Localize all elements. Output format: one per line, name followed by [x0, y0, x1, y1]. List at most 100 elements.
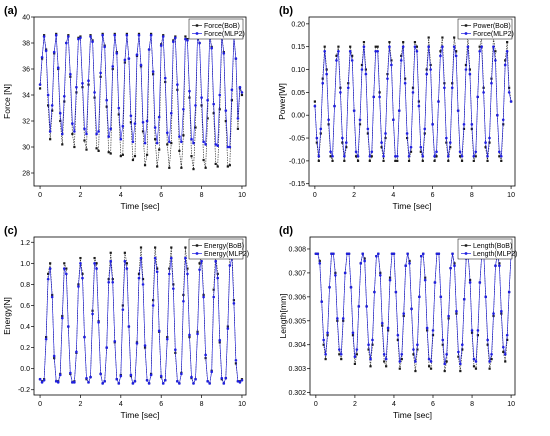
- data-point: [198, 41, 201, 45]
- legend-swatch-marker: [464, 32, 468, 35]
- data-point: [226, 327, 230, 330]
- x-tick-label: 4: [119, 401, 123, 408]
- data-point: [449, 146, 452, 149]
- data-point: [46, 277, 50, 281]
- data-point: [38, 87, 42, 90]
- y-tick-label: 0.304: [288, 342, 306, 349]
- data-point: [457, 355, 460, 358]
- data-point: [143, 164, 147, 167]
- data-point: [129, 114, 133, 118]
- data-point: [378, 274, 382, 277]
- data-point: [507, 91, 511, 94]
- data-point: [371, 338, 374, 342]
- data-point: [427, 365, 431, 368]
- y-tick-label: 0.6: [20, 303, 30, 310]
- data-point: [449, 266, 452, 270]
- y-axis-title: Energy[N]: [2, 297, 12, 335]
- data-point: [42, 34, 46, 37]
- legend: Power(BoB)Force(MLP2): [457, 18, 514, 40]
- data-point: [460, 343, 464, 347]
- series-mlp2: [313, 45, 513, 158]
- x-tick-label: 6: [159, 401, 163, 408]
- data-point: [178, 382, 181, 385]
- data-point: [115, 52, 119, 55]
- data-point: [437, 100, 440, 103]
- data-point: [190, 137, 193, 141]
- data-point: [133, 380, 137, 383]
- legend-label: Force(MLP2): [204, 31, 245, 38]
- x-tick-label: 0: [314, 401, 318, 408]
- data-point: [374, 45, 377, 48]
- data-point: [474, 360, 478, 363]
- data-point: [95, 262, 98, 265]
- data-point: [472, 155, 476, 158]
- data-point: [406, 252, 409, 256]
- data-point: [455, 50, 458, 53]
- data-point: [145, 153, 149, 156]
- data-point: [55, 32, 58, 35]
- data-point: [141, 130, 145, 133]
- data-point: [388, 45, 391, 48]
- data-point: [184, 37, 187, 41]
- series-line: [315, 253, 512, 364]
- data-point: [159, 374, 163, 378]
- data-point: [226, 165, 229, 168]
- data-point: [453, 36, 456, 39]
- data-point: [192, 382, 195, 385]
- data-point: [349, 45, 352, 48]
- data-point: [194, 377, 197, 381]
- legend-label: Energy(BoB): [204, 243, 244, 250]
- data-point: [222, 52, 226, 55]
- data-point: [468, 68, 471, 71]
- data-point: [445, 360, 448, 363]
- data-point: [216, 272, 219, 275]
- data-point: [127, 57, 131, 60]
- data-point: [362, 41, 366, 44]
- data-point: [398, 360, 402, 363]
- x-axis-title: Time [sec]: [393, 410, 432, 420]
- data-point: [204, 166, 207, 169]
- data-point: [443, 86, 446, 90]
- data-point: [214, 143, 218, 146]
- data-point: [79, 262, 82, 265]
- data-point: [202, 295, 205, 299]
- data-point: [42, 378, 46, 382]
- data-point: [49, 138, 52, 141]
- data-point: [85, 376, 88, 380]
- legend-box: [457, 238, 513, 260]
- data-point: [472, 365, 476, 368]
- data-point: [386, 326, 390, 330]
- data-point: [373, 290, 376, 294]
- data-point: [399, 59, 403, 62]
- series-line: [39, 35, 243, 148]
- data-point: [504, 59, 507, 62]
- data-point: [81, 82, 84, 85]
- data-point: [167, 140, 171, 144]
- legend-label: Length(MLP2): [473, 251, 517, 258]
- data-point: [89, 34, 92, 37]
- data-point: [459, 362, 462, 366]
- data-point: [113, 339, 117, 343]
- data-point: [458, 155, 462, 158]
- data-point: [332, 252, 335, 256]
- legend-swatch-marker: [464, 244, 468, 247]
- data-point: [165, 131, 169, 134]
- data-point: [137, 33, 141, 37]
- data-point: [425, 72, 429, 76]
- data-point: [433, 155, 436, 158]
- data-point: [117, 113, 120, 116]
- data-point: [404, 264, 407, 268]
- data-point: [67, 34, 70, 37]
- data-point: [418, 295, 421, 299]
- data-point: [107, 135, 111, 138]
- data-point: [69, 72, 72, 76]
- data-point: [218, 93, 222, 97]
- data-point: [226, 145, 230, 149]
- data-point: [472, 159, 475, 162]
- data-point: [204, 353, 207, 357]
- data-point: [408, 262, 411, 265]
- data-point: [139, 246, 143, 249]
- y-tick-label: 30: [22, 145, 30, 152]
- x-tick-label: 8: [470, 401, 474, 408]
- data-point: [482, 91, 485, 94]
